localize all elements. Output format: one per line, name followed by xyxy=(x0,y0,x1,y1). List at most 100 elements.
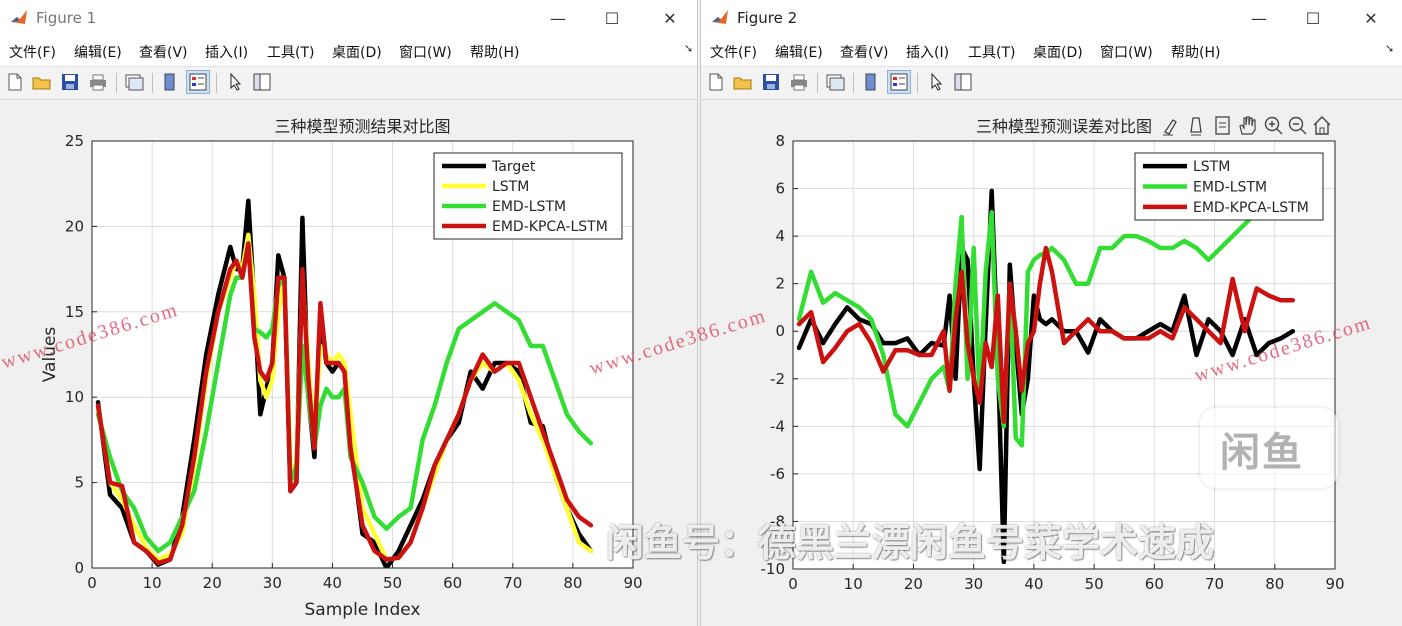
menu-window[interactable]: 窗口(W) xyxy=(399,45,452,61)
minimize-button[interactable]: — xyxy=(538,4,578,32)
x-tick-label: 0 xyxy=(788,575,798,593)
x-tick-label: 90 xyxy=(623,574,642,592)
series-group xyxy=(95,198,594,568)
xianyu-watermark-text: 闲鱼号：德黑兰漂闲鱼号菜学术速成 xyxy=(606,521,1215,565)
menu-desktop[interactable]: 桌面(D) xyxy=(332,45,382,61)
legend-label: EMD-KPCA-LSTM xyxy=(1193,200,1309,216)
maximize-button[interactable]: ☐ xyxy=(1293,4,1333,32)
legend-label: EMD-KPCA-LSTM xyxy=(492,219,608,235)
x-tick-label: 10 xyxy=(143,574,162,592)
restore-view-icon[interactable] xyxy=(1215,116,1230,135)
x-tick-label: 70 xyxy=(503,574,522,592)
legend-label: Target xyxy=(491,159,536,175)
menu-tools[interactable]: 工具(T) xyxy=(968,45,1016,61)
close-button[interactable]: ✕ xyxy=(1351,4,1391,32)
home-icon[interactable] xyxy=(1313,116,1331,135)
zoom-out-icon[interactable] xyxy=(1288,116,1307,135)
y-tick-label: -8 xyxy=(770,512,785,530)
legend-label: EMD-LSTM xyxy=(1193,180,1267,196)
y-tick-label: 20 xyxy=(65,217,84,235)
toolbar-separator xyxy=(853,73,854,93)
title-bar[interactable]: Figure 2 — ☐ ✕ xyxy=(701,0,1402,36)
save-icon[interactable] xyxy=(59,71,81,93)
legend-icon[interactable] xyxy=(186,70,210,94)
figure-toolbar xyxy=(0,67,697,100)
pointer-icon[interactable] xyxy=(925,71,947,93)
close-button[interactable]: ✕ xyxy=(650,4,690,32)
y-tick-label: -10 xyxy=(761,560,786,578)
figure-window-1: Figure 1 — ☐ ✕ 文件(F) 编辑(E) 查看(V) 插入(I) 工… xyxy=(0,0,698,626)
menu-view[interactable]: 查看(V) xyxy=(139,45,188,61)
x-tick-label: 30 xyxy=(263,574,282,592)
menu-file[interactable]: 文件(F) xyxy=(9,45,56,61)
figure-toolbar xyxy=(701,67,1402,100)
new-figure-icon[interactable] xyxy=(705,71,727,93)
x-axis-label: Sample Index xyxy=(305,600,421,620)
y-tick-label: -2 xyxy=(770,370,785,388)
menu-help[interactable]: 帮助(H) xyxy=(1171,45,1221,61)
y-tick-label: 10 xyxy=(65,388,84,406)
maximize-icon: ☐ xyxy=(604,8,620,28)
x-tick-label: 30 xyxy=(964,575,983,593)
legend-label: LSTM xyxy=(1193,159,1230,175)
menu-bar: 文件(F) 编辑(E) 查看(V) 插入(I) 工具(T) 桌面(D) 窗口(W… xyxy=(701,36,1402,67)
pan-hand-icon[interactable] xyxy=(1239,116,1256,135)
menu-help[interactable]: 帮助(H) xyxy=(470,45,520,61)
dock-arrow-icon[interactable]: ➘ xyxy=(1385,42,1395,55)
dock-arrow-icon[interactable]: ➘ xyxy=(684,42,694,55)
minimize-button[interactable]: — xyxy=(1239,4,1279,32)
new-figure-icon[interactable] xyxy=(4,71,26,93)
print-icon[interactable] xyxy=(788,71,810,93)
open-file-icon[interactable] xyxy=(31,71,53,93)
data-tip-icon[interactable] xyxy=(1190,117,1202,136)
menu-insert[interactable]: 插入(I) xyxy=(205,45,249,61)
property-editor-icon[interactable] xyxy=(251,71,273,93)
toolbar-separator xyxy=(152,73,153,93)
x-tick-label: 90 xyxy=(1325,575,1344,593)
save-icon[interactable] xyxy=(760,71,782,93)
window-title: Figure 1 xyxy=(36,9,97,27)
menu-edit[interactable]: 编辑(E) xyxy=(775,45,823,61)
brush-icon[interactable] xyxy=(1163,119,1177,136)
y-axis-label: Values xyxy=(40,327,60,383)
title-bar[interactable]: Figure 1 — ☐ ✕ xyxy=(0,0,697,36)
toolbar-separator xyxy=(116,73,117,93)
property-editor-icon[interactable] xyxy=(952,71,974,93)
y-tick-label: 0 xyxy=(775,322,785,340)
x-tick-label: 0 xyxy=(87,574,97,592)
menu-desktop[interactable]: 桌面(D) xyxy=(1033,45,1083,61)
y-tick-label: 25 xyxy=(65,132,84,150)
x-tick-label: 20 xyxy=(203,574,222,592)
pointer-icon[interactable] xyxy=(224,71,246,93)
toolbar-separator xyxy=(216,73,217,93)
y-tick-label: 5 xyxy=(74,474,84,492)
colorbar-icon[interactable] xyxy=(159,71,181,93)
prediction-chart[interactable]: 0 10 20 30 40 50 60 70 80 90 0 5 10 15 20 25 三种模型预测结果对比图… xyxy=(0,100,698,626)
y-tick-label: -4 xyxy=(770,417,785,435)
print-icon[interactable] xyxy=(87,71,109,93)
legend-icon[interactable] xyxy=(887,70,911,94)
error-chart[interactable]: 0 10 20 30 40 50 60 70 80 90 -10 -8 -6 -4 -2 0 2 4 6 8 三种模型预… xyxy=(701,100,1402,626)
menu-view[interactable]: 查看(V) xyxy=(840,45,889,61)
y-tick-label: 6 xyxy=(775,180,785,198)
chart-title: 三种模型预测结果对比图 xyxy=(274,117,450,136)
series-line-emd-kpca-lstm xyxy=(796,245,1296,424)
menu-insert[interactable]: 插入(I) xyxy=(906,45,950,61)
link-plot-icon[interactable] xyxy=(824,71,846,93)
menu-window[interactable]: 窗口(W) xyxy=(1100,45,1153,61)
menu-file[interactable]: 文件(F) xyxy=(710,45,757,61)
x-tick-label: 60 xyxy=(1145,575,1164,593)
menu-tools[interactable]: 工具(T) xyxy=(267,45,315,61)
maximize-button[interactable]: ☐ xyxy=(592,4,632,32)
axes-box xyxy=(792,140,1336,570)
open-file-icon[interactable] xyxy=(732,71,754,93)
y-tick-label: 2 xyxy=(775,275,785,293)
x-tick-label: 20 xyxy=(904,575,923,593)
toolbar-separator xyxy=(817,73,818,93)
link-plot-icon[interactable] xyxy=(123,71,145,93)
x-tick-label: 60 xyxy=(443,574,462,592)
zoom-in-icon[interactable] xyxy=(1264,116,1283,135)
menu-edit[interactable]: 编辑(E) xyxy=(74,45,122,61)
colorbar-icon[interactable] xyxy=(860,71,882,93)
y-tick-label: 15 xyxy=(65,303,84,321)
